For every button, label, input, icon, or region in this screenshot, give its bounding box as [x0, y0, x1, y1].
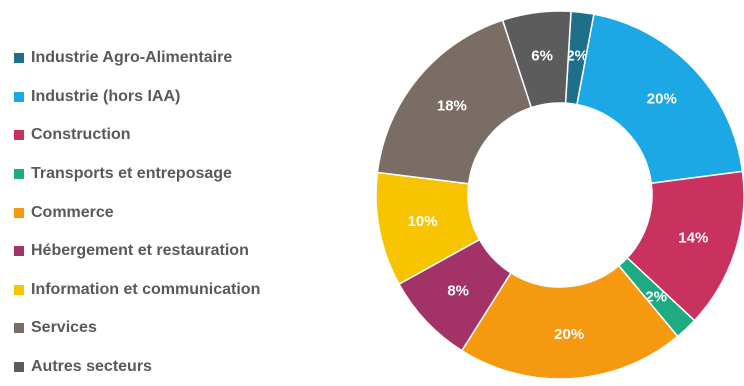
legend-item-hebergement-et-restauration: Hébergement et restauration	[14, 232, 324, 271]
legend-swatch	[14, 284, 24, 295]
slice-label-autres-secteurs: 6%	[531, 48, 553, 65]
legend-swatch	[14, 323, 24, 334]
legend-label: Hébergement et restauration	[31, 242, 249, 260]
slice-commerce	[460, 264, 679, 380]
slice-label-information-et-communication: 10%	[408, 213, 438, 230]
legend-item-industrie-agro-alimentaire: Industrie Agro-Alimentaire	[14, 39, 324, 78]
legend-label: Construction	[31, 126, 131, 144]
slice-label-industrie-hors-iaa: 20%	[647, 90, 677, 107]
legend-item-construction: Construction	[14, 116, 324, 155]
slice-label-commerce: 20%	[554, 326, 584, 343]
legend-swatch	[14, 130, 24, 141]
slice-industrie-hors-iaa	[576, 13, 744, 185]
legend-swatch	[14, 169, 24, 180]
legend-item-transports-et-entreposage: Transports et entreposage	[14, 155, 324, 194]
legend-item-services: Services	[14, 309, 324, 348]
legend-swatch	[14, 53, 24, 64]
legend-swatch	[14, 362, 24, 373]
legend-label: Commerce	[31, 203, 114, 221]
legend-item-commerce: Commerce	[14, 193, 324, 232]
legend-item-industrie-hors-iaa: Industrie (hors IAA)	[14, 78, 324, 117]
slice-label-industrie-agro-alimentaire: 2%	[566, 48, 588, 65]
legend-swatch	[14, 207, 24, 218]
slice-label-hebergement-et-restauration: 8%	[447, 283, 469, 300]
legend-label: Transports et entreposage	[31, 165, 232, 183]
legend-label: Industrie Agro-Alimentaire	[31, 49, 233, 67]
chart-legend: Industrie Agro-Alimentaire Industrie (hor…	[14, 39, 324, 386]
legend-swatch	[14, 91, 24, 102]
legend-label: Services	[31, 319, 97, 337]
legend-item-information-et-communication: Information et communication	[14, 271, 324, 310]
slice-label-construction: 14%	[678, 229, 708, 246]
legend-label: Autres secteurs	[31, 358, 152, 376]
slice-label-services: 18%	[437, 98, 467, 115]
legend-label: Industrie (hors IAA)	[31, 87, 181, 105]
legend-swatch	[14, 246, 24, 257]
slice-label-transports-et-entreposage: 2%	[645, 288, 667, 305]
legend-item-autres-secteurs: Autres secteurs	[14, 348, 324, 386]
legend-label: Information et communication	[31, 280, 261, 298]
slice-services	[376, 19, 533, 185]
slice-autres-secteurs	[501, 10, 572, 109]
